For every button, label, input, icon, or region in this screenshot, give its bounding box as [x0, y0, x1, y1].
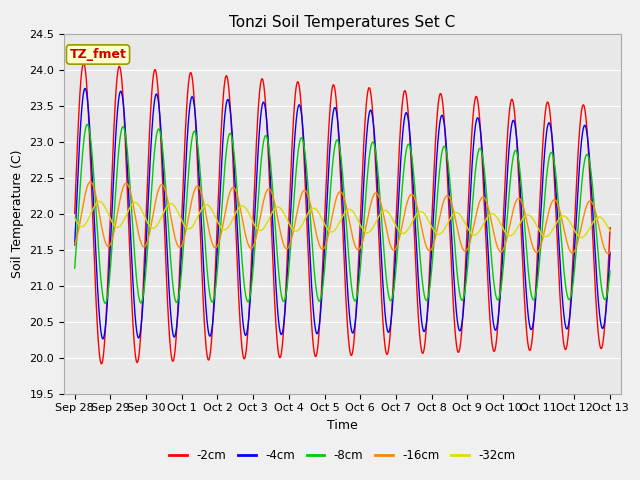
-2cm: [80, 60, 88, 66]
-16cm: [71, 241, 79, 247]
-32cm: [96, 199, 104, 204]
-4cm: [596, 314, 604, 320]
-2cm: [71, 211, 79, 216]
-16cm: [276, 228, 284, 234]
-8cm: [71, 265, 79, 271]
-8cm: [84, 121, 92, 127]
-4cm: [300, 134, 307, 140]
-32cm: [596, 214, 604, 220]
-16cm: [132, 217, 140, 223]
Line: -16cm: -16cm: [75, 182, 610, 253]
-4cm: [81, 85, 89, 91]
-32cm: [132, 200, 140, 205]
-2cm: [538, 150, 546, 156]
X-axis label: Time: Time: [327, 419, 358, 432]
Y-axis label: Soil Temperature (C): Soil Temperature (C): [11, 149, 24, 278]
-32cm: [300, 219, 307, 225]
Line: -2cm: -2cm: [75, 63, 610, 364]
-8cm: [300, 141, 307, 146]
-32cm: [606, 228, 614, 234]
-8cm: [596, 271, 604, 277]
-8cm: [538, 225, 546, 230]
-16cm: [596, 228, 604, 233]
-8cm: [132, 271, 140, 277]
-32cm: [164, 203, 172, 208]
Text: TZ_fmet: TZ_fmet: [70, 48, 127, 61]
Line: -4cm: -4cm: [75, 88, 610, 339]
-2cm: [596, 343, 604, 348]
-2cm: [164, 306, 172, 312]
Title: Tonzi Soil Temperatures Set C: Tonzi Soil Temperatures Set C: [229, 15, 456, 30]
-4cm: [606, 250, 614, 255]
Legend: -2cm, -4cm, -8cm, -16cm, -32cm: -2cm, -4cm, -8cm, -16cm, -32cm: [164, 444, 520, 467]
-16cm: [538, 238, 546, 244]
-32cm: [276, 205, 284, 211]
-4cm: [99, 336, 107, 342]
-4cm: [164, 265, 172, 271]
Line: -8cm: -8cm: [75, 124, 610, 303]
Line: -32cm: -32cm: [75, 202, 610, 238]
-2cm: [276, 354, 284, 360]
-16cm: [86, 179, 94, 185]
-2cm: [300, 144, 307, 150]
-2cm: [132, 357, 140, 363]
-8cm: [101, 300, 109, 306]
-2cm: [606, 225, 614, 230]
-32cm: [71, 215, 79, 221]
-32cm: [578, 235, 586, 240]
-32cm: [538, 231, 546, 237]
-16cm: [604, 251, 612, 256]
-4cm: [71, 242, 79, 248]
-16cm: [300, 188, 307, 194]
-4cm: [538, 185, 546, 191]
-8cm: [164, 217, 172, 223]
-2cm: [98, 361, 106, 367]
-16cm: [164, 197, 172, 203]
-4cm: [276, 330, 284, 336]
-8cm: [606, 268, 614, 274]
-8cm: [276, 286, 284, 291]
-4cm: [132, 324, 140, 329]
-16cm: [606, 249, 614, 254]
